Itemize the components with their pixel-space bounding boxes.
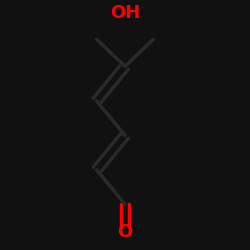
Text: OH: OH xyxy=(110,4,140,22)
Text: O: O xyxy=(118,223,132,241)
